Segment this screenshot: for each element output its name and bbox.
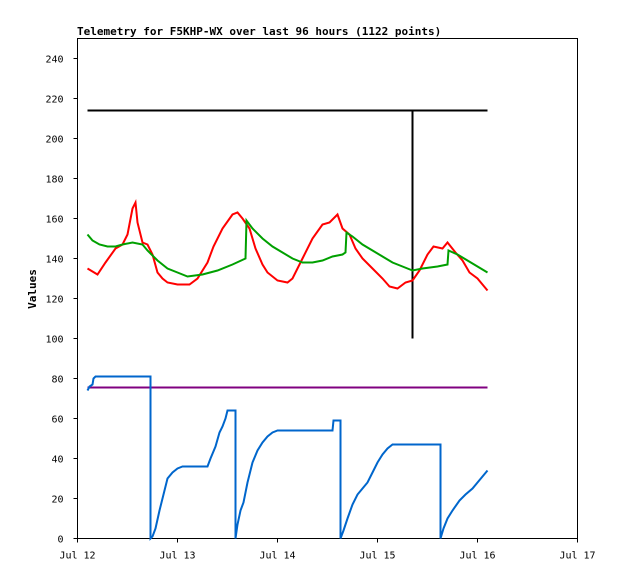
y-tick-label: 220: [45, 95, 63, 106]
plot-frame: [77, 38, 578, 539]
y-axis-ticks: 0 20 40 60 80 100 120 140 160 180 200 220 240: [45, 55, 78, 546]
y-tick-label: 160: [45, 215, 63, 226]
y-tick-label: 200: [45, 135, 63, 146]
y-tick-label: 140: [45, 255, 63, 266]
x-tick-label: Jul 13: [159, 551, 195, 562]
y-tick-label: 120: [45, 295, 63, 306]
x-tick-label: Jul 16: [459, 551, 495, 562]
series-layer: [86, 109, 489, 541]
series-line-4: [86, 375, 489, 541]
series-line-2: [86, 198, 489, 292]
y-tick-label: 40: [51, 455, 63, 466]
x-tick-label: Jul 14: [259, 551, 295, 562]
y-tick-label: 100: [45, 335, 63, 346]
y-tick-label: 240: [45, 55, 63, 66]
y-tick-label: 0: [57, 535, 63, 546]
x-axis-ticks: Jul 12 Jul 13 Jul 14 Jul 15 Jul 16 Jul 17: [59, 538, 596, 562]
y-axis-label: Values: [26, 269, 39, 309]
x-tick-label: Jul 17: [559, 551, 595, 562]
y-tick-label: 180: [45, 175, 63, 186]
series-line-3: [86, 217, 489, 278]
y-tick-label: 60: [51, 415, 63, 426]
x-tick-label: Jul 15: [359, 551, 395, 562]
y-tick-label: 80: [51, 375, 63, 386]
chart-title: Telemetry for F5KHP-WX over last 96 hour…: [77, 25, 441, 38]
y-tick-label: 20: [51, 495, 63, 506]
x-tick-label: Jul 12: [59, 551, 95, 562]
